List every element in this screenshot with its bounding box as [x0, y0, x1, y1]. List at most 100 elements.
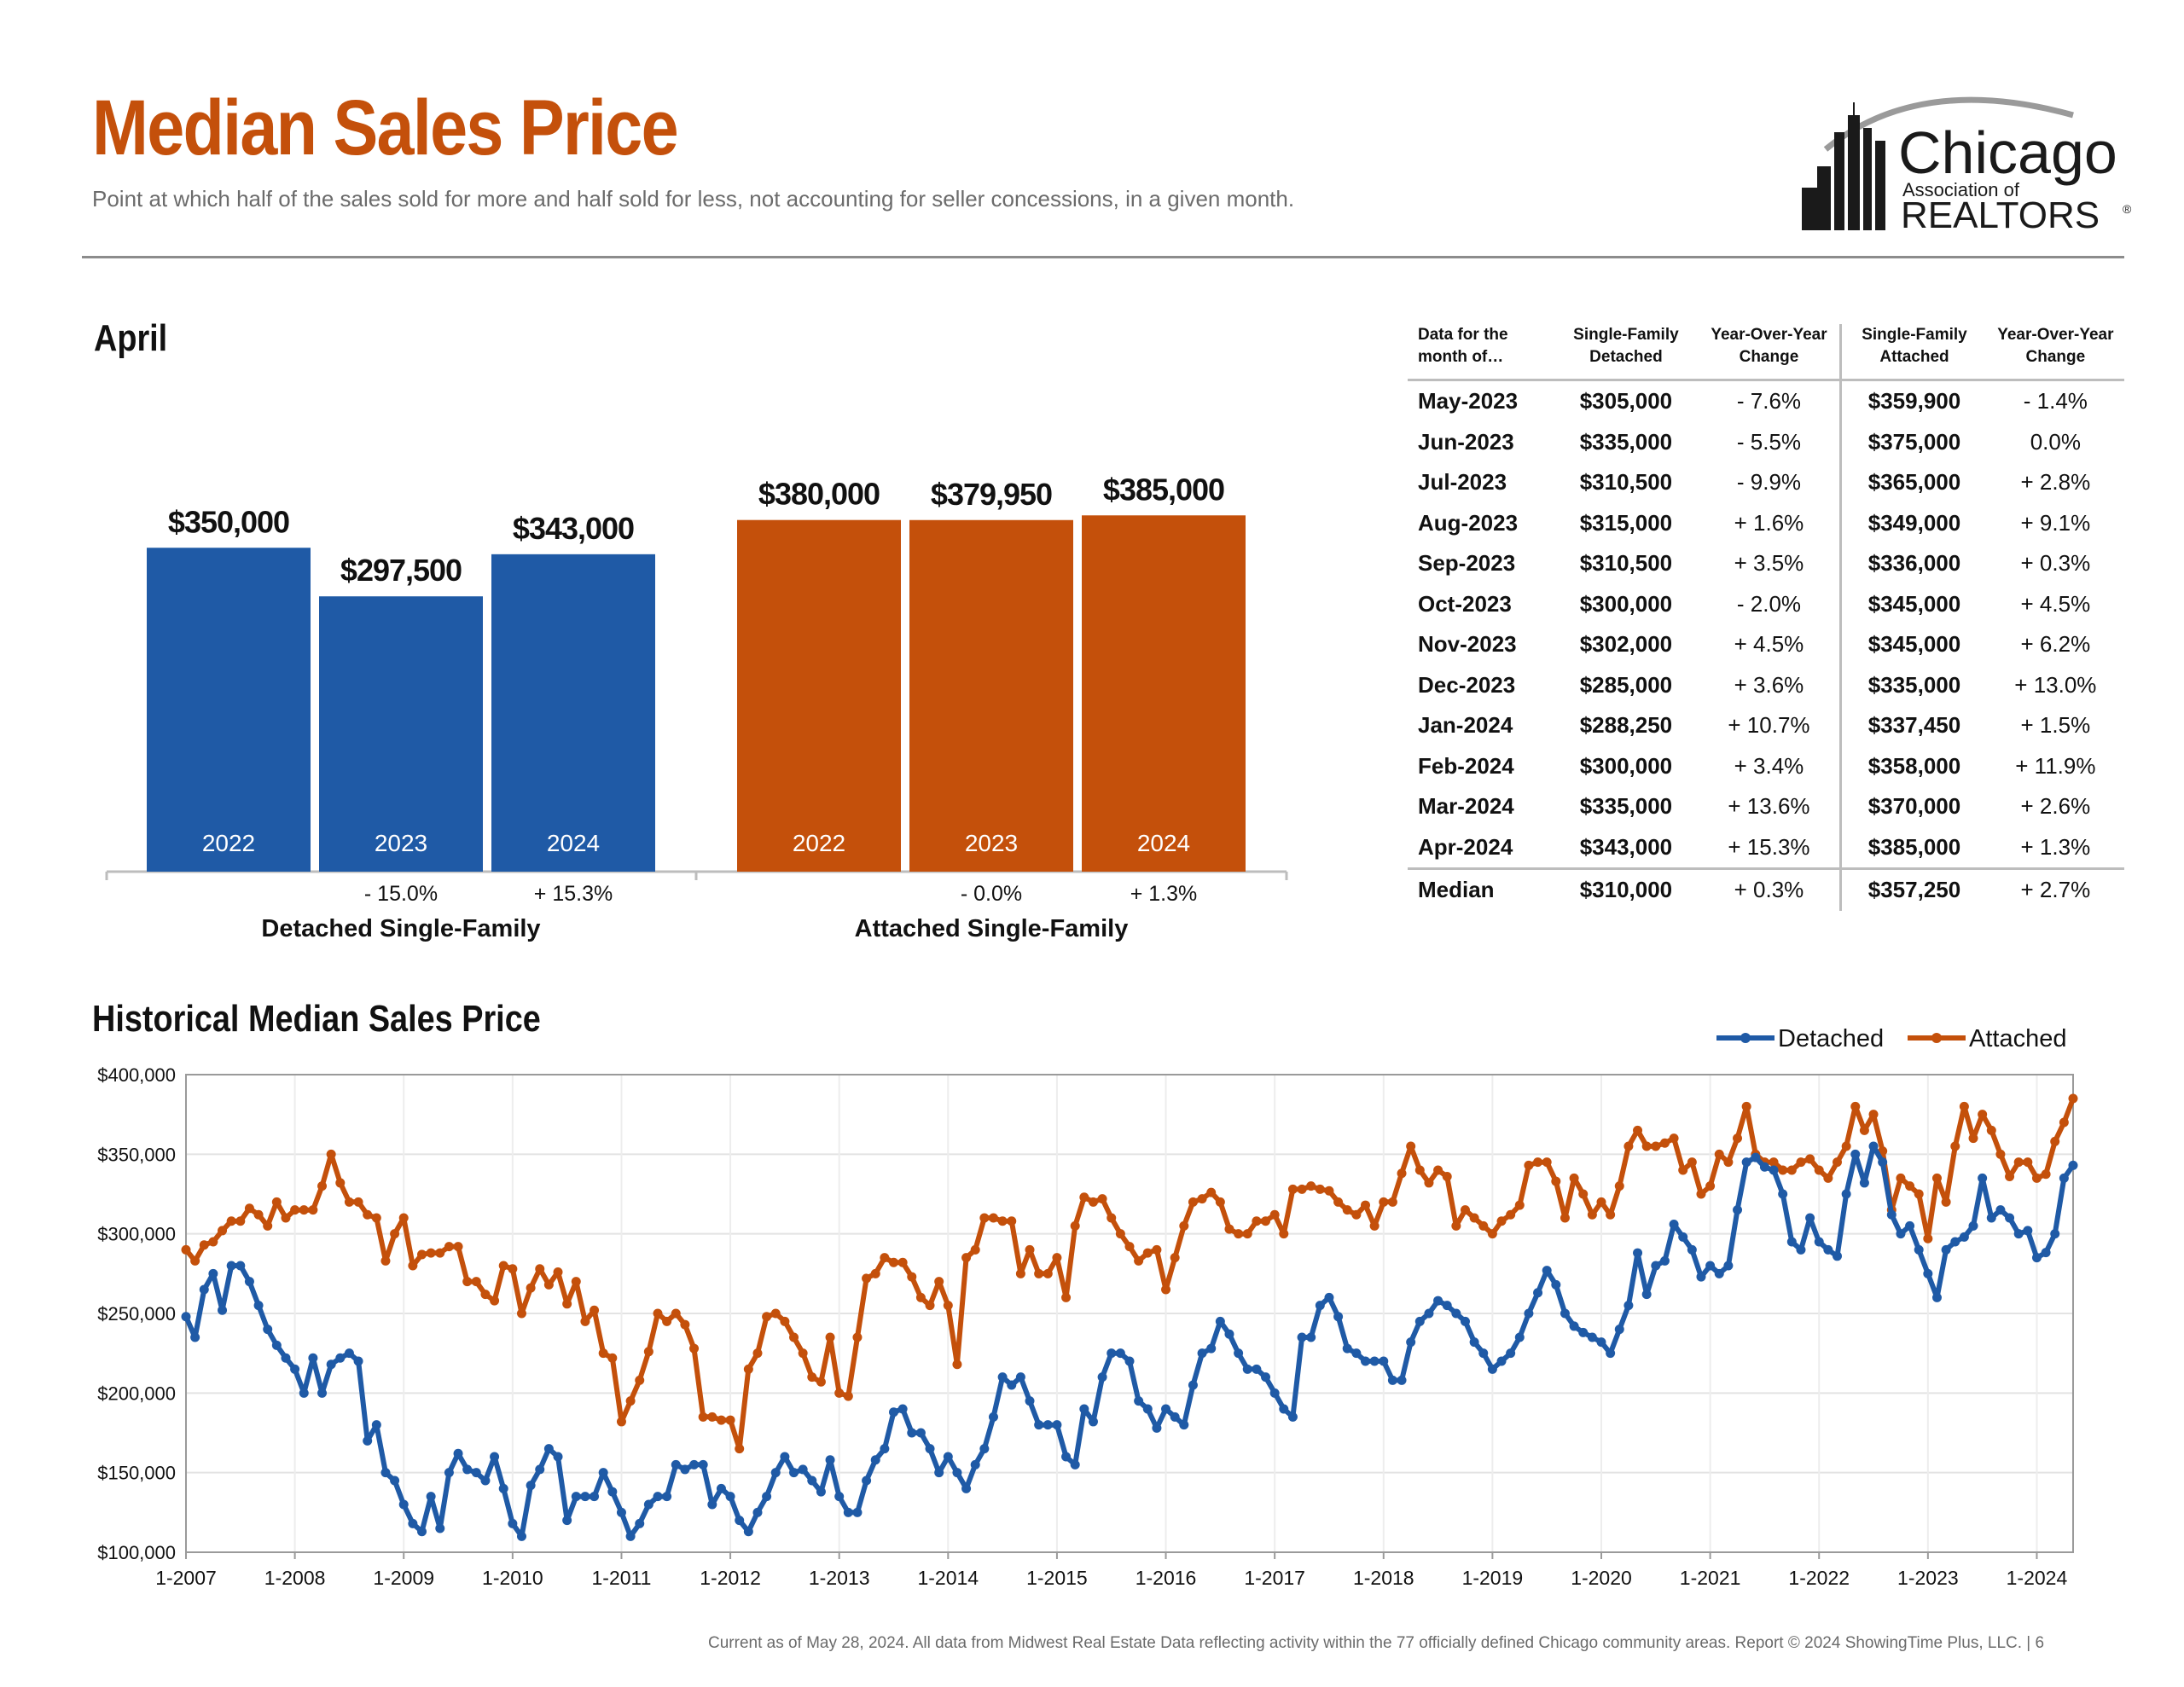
series-line-detached [183, 1144, 2076, 1539]
data-point-detached [752, 1507, 763, 1517]
row-month: Jun-2023 [1418, 428, 1514, 455]
data-point-attached [852, 1332, 863, 1342]
data-point-attached [1995, 1149, 2006, 1159]
row-month: Mar-2024 [1418, 793, 1514, 820]
data-point-attached [253, 1209, 264, 1220]
data-point-detached [1234, 1348, 1244, 1359]
data-point-attached [526, 1283, 536, 1293]
data-point-detached [1460, 1316, 1470, 1326]
data-point-attached [1287, 1184, 1298, 1194]
row-detached: $310,500 [1579, 550, 1673, 577]
data-point-detached [1633, 1248, 1643, 1258]
data-point-detached [1533, 1288, 1543, 1298]
row-attached: $349,000 [1867, 509, 1961, 536]
data-point-attached [1905, 1181, 1915, 1191]
row-detached-change: + 1.6% [1698, 502, 1843, 543]
y-tick-label: $400,000 [97, 1064, 176, 1086]
data-point-detached [907, 1428, 917, 1438]
data-point-attached [1524, 1160, 1534, 1170]
data-point-detached [1678, 1232, 1688, 1242]
data-point-attached [798, 1348, 808, 1359]
row-detached: $300,000 [1579, 752, 1673, 779]
data-point-attached [1769, 1157, 1779, 1168]
data-point-detached [363, 1435, 373, 1446]
row-attached: $345,000 [1867, 631, 1961, 658]
data-point-attached [462, 1277, 473, 1287]
data-point-detached [1496, 1356, 1507, 1366]
table-row: May-2023 $305,000 - 7.6% $359,900 - 1.4% [1408, 380, 2124, 422]
row-detached: $305,000 [1579, 388, 1673, 415]
data-point-attached [408, 1261, 418, 1271]
data-point-attached [516, 1308, 526, 1319]
data-point-detached [1995, 1205, 2006, 1215]
bar-attached-2022 [737, 519, 901, 872]
data-point-attached [997, 1216, 1008, 1226]
data-point-detached [571, 1492, 581, 1502]
data-point-detached [208, 1268, 218, 1278]
row-attached-change: + 4.5% [2020, 590, 2091, 617]
table-row: Nov-2023 $302,000 + 4.5% $345,000 + 6.2% [1408, 624, 2124, 665]
data-point-attached [426, 1248, 436, 1258]
data-point-attached [1578, 1189, 1589, 1199]
data-point-detached [762, 1492, 772, 1502]
row-attached-change: + 11.9% [2015, 752, 2096, 779]
data-point-attached [2013, 1157, 2024, 1168]
data-point-detached [1379, 1356, 1389, 1366]
data-point-detached [1896, 1229, 1906, 1239]
data-point-attached [880, 1253, 890, 1263]
table-row: Jun-2023 $335,000 - 5.5% $375,000 0.0% [1408, 421, 2124, 462]
row-month: Oct-2023 [1418, 590, 1512, 617]
data-point-detached [1097, 1372, 1107, 1383]
data-point-detached [299, 1388, 309, 1398]
data-point-attached [1170, 1253, 1180, 1263]
data-point-detached [1623, 1301, 1634, 1311]
median-detached: $310,000 [1554, 867, 1699, 911]
data-point-attached [1533, 1157, 1543, 1168]
data-point-attached [1115, 1229, 1125, 1239]
series-line-attached [183, 1097, 2076, 1452]
data-point-attached [770, 1308, 781, 1319]
data-point-attached [1633, 1125, 1643, 1135]
data-point-attached [471, 1277, 481, 1287]
data-point-attached [897, 1257, 908, 1267]
data-point-attached [1941, 1197, 1951, 1207]
data-point-detached [1859, 1178, 1869, 1188]
data-point-detached [707, 1499, 717, 1510]
logo-association: Association of [1902, 179, 2020, 200]
data-point-detached [1397, 1375, 1407, 1385]
data-point-detached [417, 1527, 427, 1537]
y-tick-label: $300,000 [97, 1224, 176, 1245]
row-detached-change: - 9.9% [1698, 462, 1843, 503]
data-point-attached [1369, 1220, 1380, 1231]
data-point-detached [1088, 1417, 1098, 1427]
bar-detached-2024 [491, 554, 655, 872]
data-point-detached [1786, 1237, 1797, 1247]
data-point-attached [344, 1197, 354, 1207]
data-point-attached [444, 1242, 454, 1252]
data-point-detached [453, 1448, 463, 1458]
data-point-attached [1778, 1165, 1788, 1175]
data-point-attached [1841, 1141, 1851, 1151]
data-point-attached [271, 1197, 282, 1207]
data-point-detached [625, 1531, 636, 1541]
row-detached-change: + 3.6% [1698, 664, 1843, 705]
row-detached: $335,000 [1579, 428, 1673, 455]
data-point-attached [371, 1213, 381, 1223]
data-point-detached [1252, 1364, 1262, 1374]
row-detached: $315,000 [1579, 509, 1673, 536]
row-attached: $335,000 [1867, 671, 1961, 698]
legend-label-detached: Detached [1778, 1025, 1884, 1052]
data-point-attached [218, 1226, 228, 1236]
data-point-attached [988, 1213, 998, 1223]
data-point-detached [643, 1499, 653, 1510]
data-point-detached [1778, 1189, 1788, 1199]
x-tick-label: 1-2021 [1680, 1567, 1741, 1589]
data-point-attached [671, 1308, 681, 1319]
data-point-attached [1124, 1242, 1135, 1252]
x-tick-label: 1-2022 [1788, 1567, 1850, 1589]
data-point-detached [1687, 1244, 1697, 1255]
data-point-detached [952, 1468, 962, 1478]
data-point-attached [1687, 1157, 1697, 1168]
row-attached: $375,000 [1867, 428, 1961, 455]
data-point-detached [1052, 1420, 1062, 1430]
